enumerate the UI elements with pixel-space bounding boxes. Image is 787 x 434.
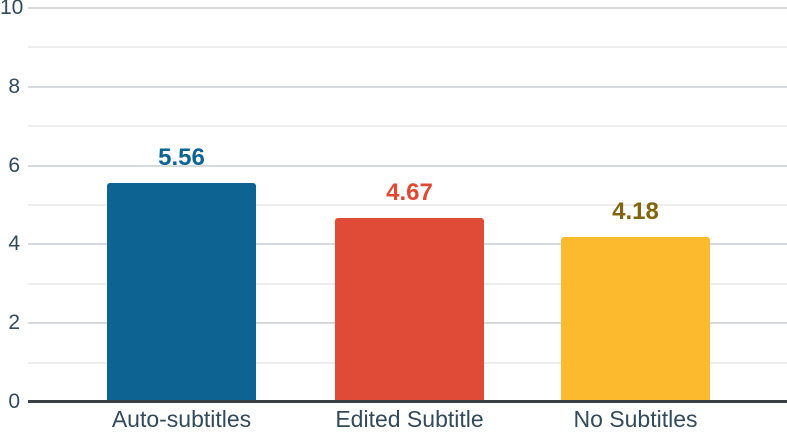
bar-value-label: 4.18 [612, 198, 659, 225]
major-gridline [28, 7, 787, 9]
x-category-label: Auto-subtitles [111, 406, 252, 432]
x-category-label: Edited Subtitle [335, 406, 484, 432]
minor-gridline [28, 46, 787, 48]
y-tick-label: 0 [8, 390, 20, 413]
major-gridline [28, 165, 787, 167]
bar [107, 183, 256, 402]
x-axis-line [28, 400, 787, 403]
major-gridline [28, 86, 787, 88]
bar-value-label: 4.67 [386, 179, 433, 206]
bar [561, 237, 710, 402]
x-category-label: No Subtitles [573, 406, 698, 432]
y-tick-label: 8 [8, 75, 20, 98]
bar-value-label: 5.56 [158, 144, 205, 171]
bar [335, 218, 484, 402]
minor-gridline [28, 204, 787, 206]
y-tick-label: 2 [8, 311, 20, 334]
minor-gridline [28, 125, 787, 127]
y-tick-label: 6 [8, 154, 20, 177]
y-tick-label: 4 [8, 232, 20, 255]
y-tick-label: 10 [0, 0, 24, 19]
